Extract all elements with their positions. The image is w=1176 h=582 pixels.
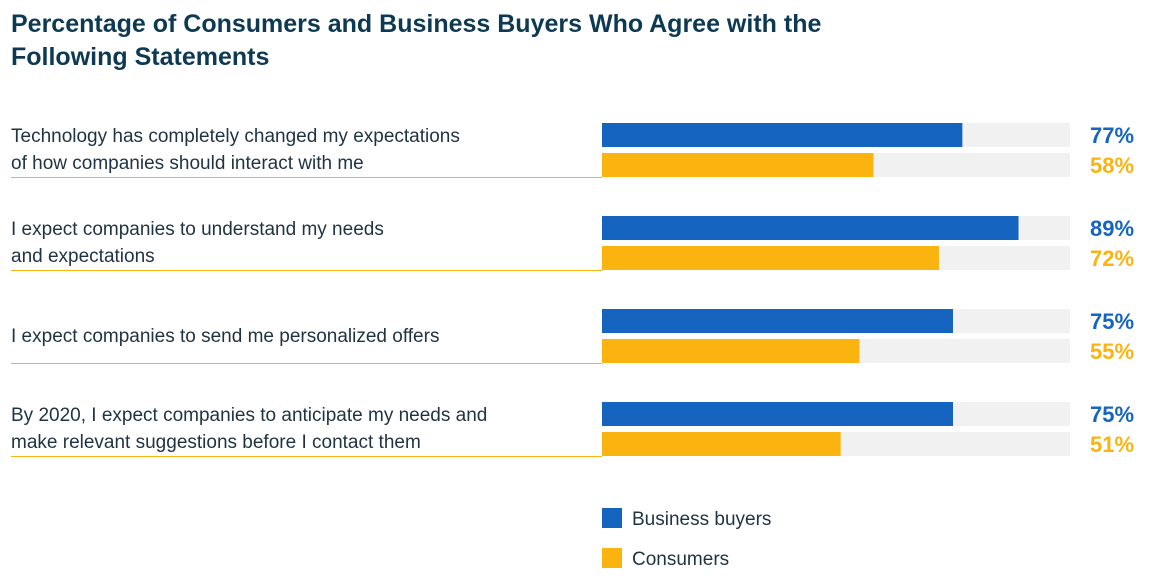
bar-business-buyers xyxy=(602,309,953,333)
category-label-line: Technology has completely changed my exp… xyxy=(11,126,460,147)
value-label: 75% xyxy=(1090,309,1134,334)
value-label: 58% xyxy=(1090,153,1134,178)
legend-swatch-business-buyers xyxy=(602,508,622,528)
legend-label: Consumers xyxy=(632,549,729,570)
bar-business-buyers xyxy=(602,402,953,426)
category-label-line: and expectations xyxy=(11,246,155,267)
chart-title: Percentage of Consumers and Business Buy… xyxy=(11,10,822,71)
category-label-line: I expect companies to understand my need… xyxy=(11,219,384,240)
category-label: I expect companies to understand my need… xyxy=(11,219,384,267)
legend-swatch-consumers xyxy=(602,548,622,568)
bar-consumers xyxy=(602,246,939,270)
value-label: 75% xyxy=(1090,402,1134,427)
bar-consumers xyxy=(602,339,860,363)
category-label-line: I expect companies to send me personaliz… xyxy=(11,326,439,347)
category-label: By 2020, I expect companies to anticipat… xyxy=(11,405,487,453)
value-label: 89% xyxy=(1090,216,1134,241)
value-label: 77% xyxy=(1090,123,1134,148)
category-label-line: of how companies should interact with me xyxy=(11,153,364,174)
bar-consumers xyxy=(602,432,841,456)
value-label: 51% xyxy=(1090,432,1134,457)
value-label: 72% xyxy=(1090,246,1134,271)
category-label-line: By 2020, I expect companies to anticipat… xyxy=(11,405,487,426)
category-label: I expect companies to send me personaliz… xyxy=(11,326,439,347)
value-label: 55% xyxy=(1090,339,1134,364)
bar-business-buyers xyxy=(602,216,1019,240)
bar-consumers xyxy=(602,153,874,177)
legend-label: Business buyers xyxy=(632,509,771,530)
category-label: Technology has completely changed my exp… xyxy=(11,126,460,174)
category-label-line: make relevant suggestions before I conta… xyxy=(11,432,421,453)
bar-business-buyers xyxy=(602,123,963,147)
